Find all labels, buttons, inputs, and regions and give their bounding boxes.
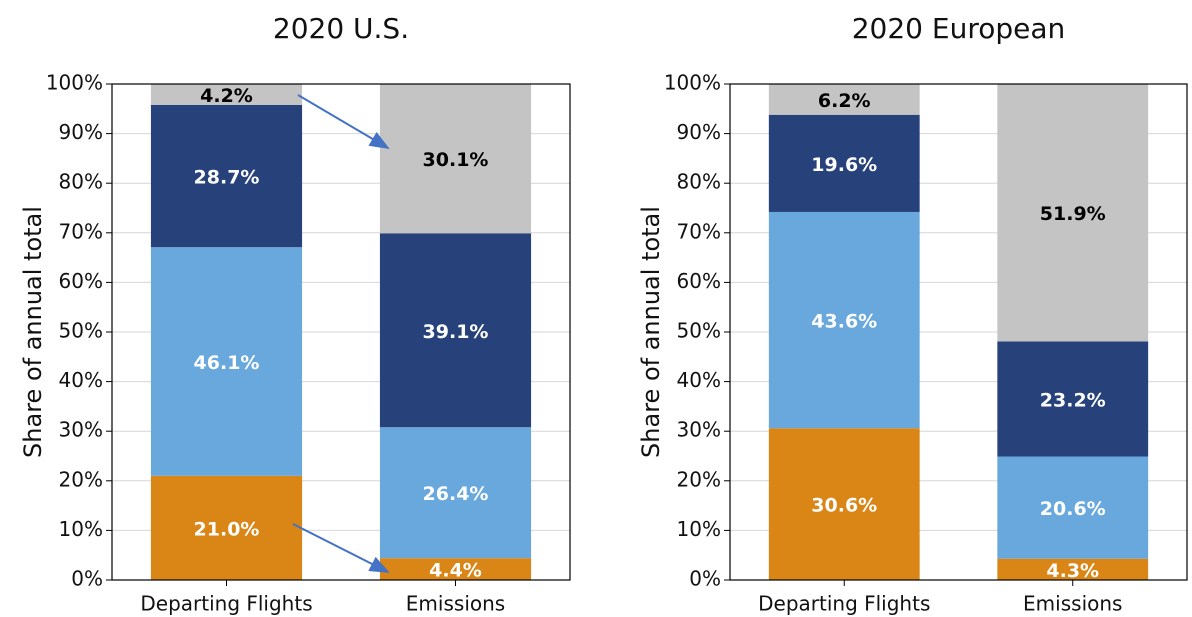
bar-segment bbox=[997, 341, 1149, 457]
y-tick-label: 80% bbox=[59, 170, 103, 194]
x-tick-label: Emissions bbox=[1023, 592, 1122, 616]
data-label: 30.6% bbox=[811, 495, 877, 517]
data-label: 39.1% bbox=[423, 321, 489, 343]
y-tick-label: 20% bbox=[677, 467, 721, 491]
y-tick-label: 10% bbox=[677, 517, 721, 541]
y-tick-label: 30% bbox=[677, 418, 721, 442]
y-tick-label: 50% bbox=[59, 319, 103, 343]
data-label: 21.0% bbox=[194, 518, 260, 540]
y-tick-label: 40% bbox=[59, 368, 103, 392]
bar-segment bbox=[150, 84, 303, 105]
y-tick-label: 100% bbox=[46, 71, 103, 95]
y-tick-label: 60% bbox=[677, 269, 721, 293]
chart-title: 2020 U.S. bbox=[273, 12, 409, 45]
x-tick-label: Departing Flights bbox=[140, 592, 312, 616]
data-label: 4.4% bbox=[429, 560, 482, 582]
chart-title: 2020 European bbox=[852, 12, 1066, 45]
bar-segment bbox=[379, 84, 532, 234]
y-axis-label: Share of annual total bbox=[19, 206, 47, 458]
data-label: 4.2% bbox=[200, 85, 253, 107]
plot-frame bbox=[111, 83, 571, 581]
y-tick-label: 90% bbox=[677, 120, 721, 144]
y-tick-label: 90% bbox=[59, 120, 103, 144]
y-tick-label: 50% bbox=[677, 319, 721, 343]
y-tick-label: 0% bbox=[689, 567, 721, 591]
data-label: 51.9% bbox=[1040, 203, 1106, 225]
data-label: 6.2% bbox=[818, 90, 871, 112]
bar-segment bbox=[379, 558, 532, 580]
data-label: 28.7% bbox=[194, 167, 260, 189]
y-tick-label: 60% bbox=[59, 269, 103, 293]
bar-segment bbox=[379, 233, 532, 428]
bar-segment bbox=[997, 558, 1149, 580]
bar-segment bbox=[997, 456, 1149, 559]
y-axis-label: Share of annual total bbox=[637, 206, 665, 458]
bar-segment bbox=[997, 84, 1149, 342]
bar-segment bbox=[150, 475, 303, 580]
bar-segment bbox=[768, 84, 920, 115]
y-tick-label: 70% bbox=[677, 219, 721, 243]
x-tick-label: Emissions bbox=[406, 592, 505, 616]
y-tick-label: 100% bbox=[664, 71, 721, 95]
data-label: 4.3% bbox=[1046, 560, 1099, 582]
data-label: 43.6% bbox=[811, 311, 877, 333]
data-label: 19.6% bbox=[811, 154, 877, 176]
annotation-arrow bbox=[297, 94, 390, 150]
x-tick-label: Departing Flights bbox=[758, 592, 930, 616]
y-tick-label: 10% bbox=[59, 517, 103, 541]
data-label: 20.6% bbox=[1040, 498, 1106, 520]
annotation-arrow bbox=[292, 523, 390, 573]
y-tick-label: 70% bbox=[59, 219, 103, 243]
data-label: 30.1% bbox=[423, 149, 489, 171]
y-tick-label: 30% bbox=[59, 418, 103, 442]
bar-segment bbox=[768, 428, 920, 580]
y-tick-label: 40% bbox=[677, 368, 721, 392]
bar-segment bbox=[768, 211, 920, 429]
bar-segment bbox=[379, 427, 532, 559]
y-tick-label: 20% bbox=[59, 467, 103, 491]
data-label: 23.2% bbox=[1040, 389, 1106, 411]
y-tick-label: 80% bbox=[677, 170, 721, 194]
bar-segment bbox=[150, 247, 303, 476]
bar-segment bbox=[150, 104, 303, 248]
y-tick-label: 0% bbox=[71, 567, 103, 591]
bar-segment bbox=[768, 114, 920, 212]
data-label: 26.4% bbox=[423, 483, 489, 505]
data-label: 46.1% bbox=[194, 352, 260, 374]
plot-frame bbox=[729, 83, 1188, 581]
